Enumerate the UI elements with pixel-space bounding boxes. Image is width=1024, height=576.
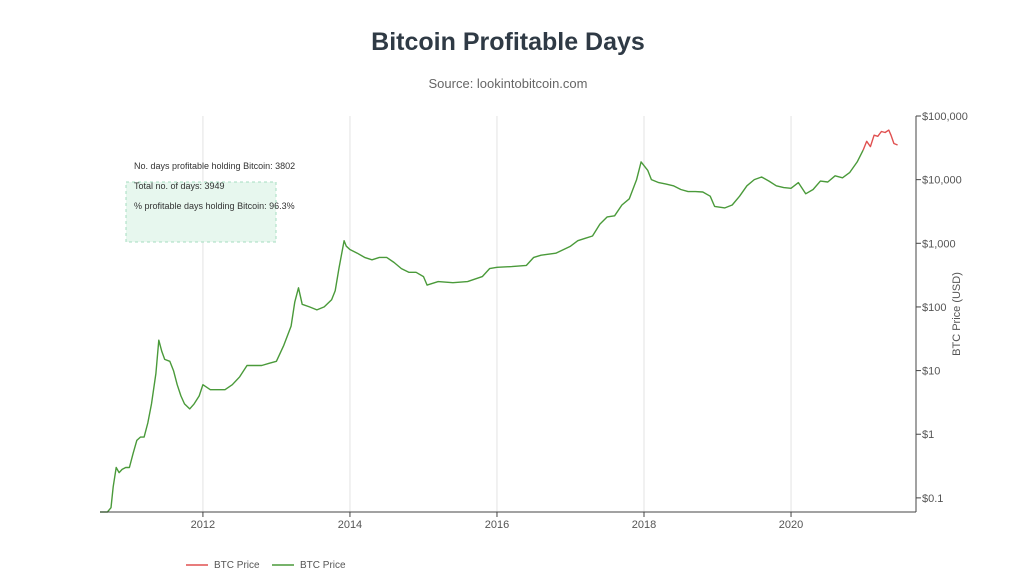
x-tick-label-2020: 2020: [779, 519, 803, 531]
y-tick-label-$100,000: $100,000: [922, 111, 968, 123]
x-tick-label-2014: 2014: [338, 519, 362, 531]
x-tick-label-2018: 2018: [632, 519, 656, 531]
legend: BTC Price BTC Price: [186, 560, 346, 571]
series-line-btc-price-red: [863, 130, 898, 150]
y-tick-label-$1,000: $1,000: [922, 238, 956, 250]
y-tick-label-$1: $1: [922, 429, 934, 441]
x-tick-label-2012: 2012: [191, 519, 215, 531]
x-tick-label-2016: 2016: [485, 519, 509, 531]
annotation-profitable-days: No. days profitable holding Bitcoin: 380…: [134, 161, 295, 171]
legend-label-green: BTC Price: [300, 560, 346, 571]
vertical-gridlines: [203, 116, 791, 512]
y-tick-label-$10,000: $10,000: [922, 175, 962, 187]
annotation-box: No. days profitable holding Bitcoin: 380…: [126, 161, 295, 242]
x-axis-ticks: 2012 2014 2016 2018 2020: [191, 512, 804, 531]
annotation-total-days: Total no. of days: 3949: [134, 181, 225, 191]
annotation-percent-profitable: % profitable days holding Bitcoin: 96.3%: [134, 201, 295, 211]
y-tick-label-$0.1: $0.1: [922, 493, 943, 505]
y-axis-label: BTC Price (USD): [951, 272, 963, 356]
y-tick-label-$10: $10: [922, 366, 940, 378]
chart-canvas: No. days profitable holding Bitcoin: 380…: [0, 0, 1024, 576]
y-tick-label-$100: $100: [922, 302, 946, 314]
legend-label-red: BTC Price: [214, 560, 260, 571]
